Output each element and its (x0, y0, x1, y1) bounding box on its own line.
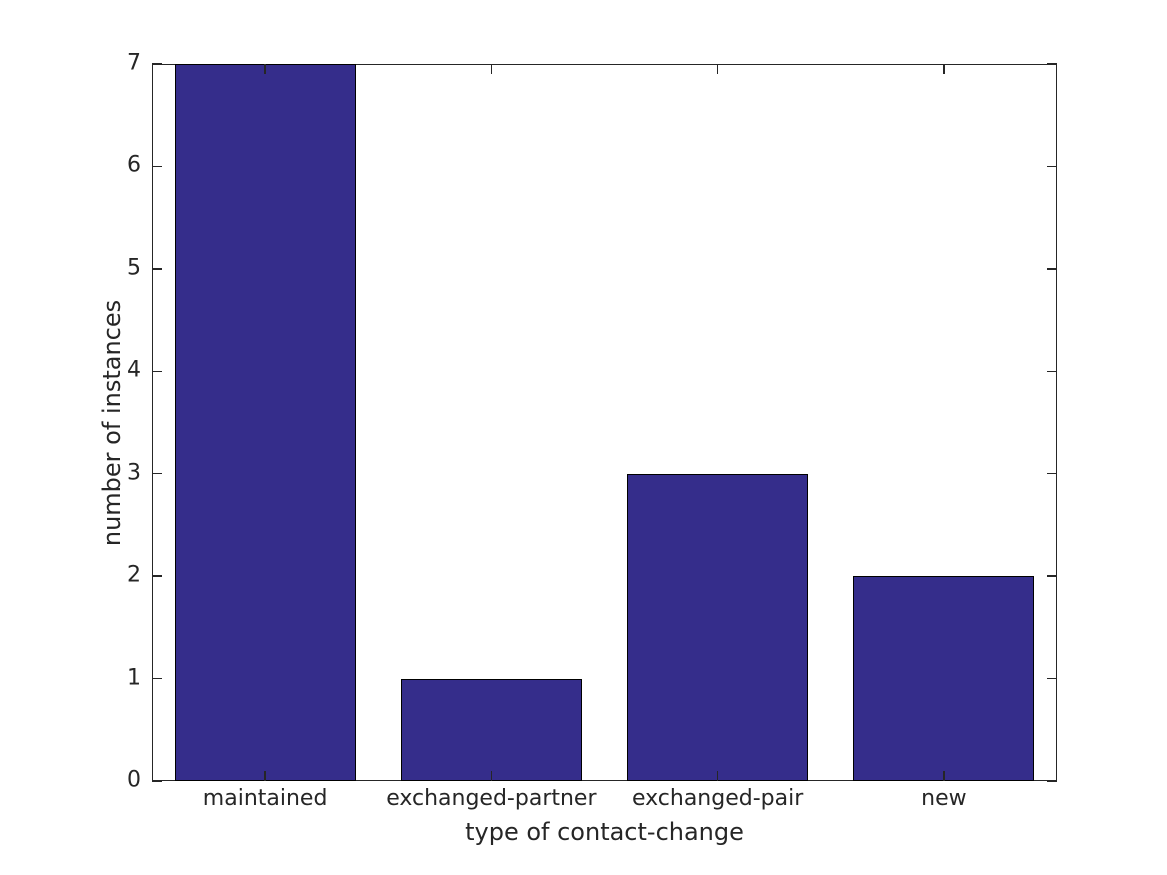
y-tick-mark (1047, 165, 1057, 168)
y-tick-mark (152, 268, 162, 270)
y-tick-mark (1047, 780, 1057, 782)
x-tick-label: exchanged-pair (631, 786, 804, 811)
y-tick-label: 0 (127, 767, 141, 793)
y-tick-label: 2 (127, 562, 141, 588)
y-tick-mark (152, 677, 162, 680)
bar-exchanged-partner (400, 678, 582, 781)
x-tick-label: maintained (202, 786, 328, 811)
y-tick-mark (152, 370, 162, 373)
x-tick-mark (264, 771, 266, 781)
y-tick-label: 7 (127, 50, 141, 76)
y-tick-mark (152, 63, 162, 65)
x-axis-label: type of contact-change (465, 818, 744, 846)
y-tick-mark (152, 575, 162, 577)
y-tick-mark (152, 165, 162, 168)
x-tick-mark (716, 771, 719, 781)
bar-maintained (174, 64, 356, 781)
x-tick-mark (490, 771, 493, 781)
x-tick-mark (943, 64, 945, 74)
y-tick-mark (152, 472, 162, 475)
x-tick-mark (264, 64, 266, 74)
y-tick-label: 4 (127, 357, 141, 383)
y-tick-mark (1047, 472, 1057, 475)
bar-exchanged-pair (627, 473, 809, 781)
y-axis-label: number of instances (98, 299, 126, 546)
y-tick-label: 3 (127, 460, 141, 486)
y-tick-mark (1047, 370, 1057, 373)
x-tick-mark (943, 771, 945, 781)
y-tick-label: 5 (127, 255, 141, 281)
y-tick-label: 6 (127, 152, 141, 178)
x-tick-label: new (921, 786, 967, 811)
x-tick-mark (490, 64, 493, 74)
y-tick-mark (1047, 268, 1057, 270)
y-tick-mark (1047, 575, 1057, 577)
x-tick-label: exchanged-partner (386, 786, 597, 811)
y-tick-mark (152, 780, 162, 782)
y-tick-mark (1047, 63, 1057, 65)
x-tick-mark (716, 64, 719, 74)
bar-new (853, 576, 1035, 781)
y-tick-mark (1047, 677, 1057, 680)
plot-area (152, 64, 1057, 781)
y-tick-label: 1 (127, 665, 141, 691)
